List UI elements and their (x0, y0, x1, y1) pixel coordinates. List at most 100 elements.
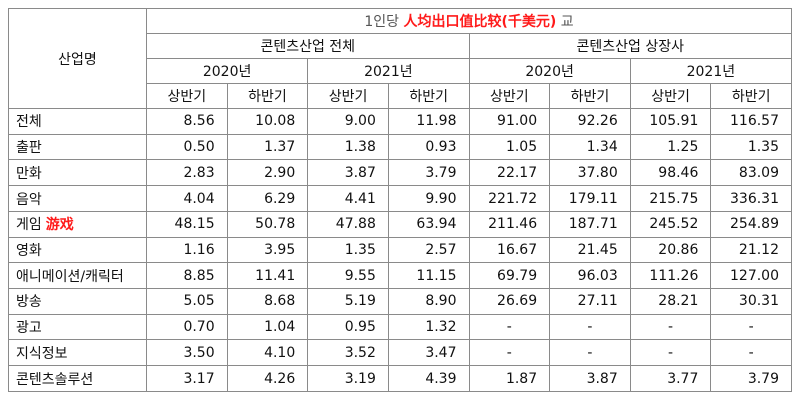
table-body: 전체 8.56 10.08 9.00 11.98 91.00 92.26 105.91 116.… (8, 108, 792, 392)
industry-name: 만화 (16, 165, 42, 182)
value-cell: 4.10 (226, 339, 309, 367)
value-cell: 3.17 (146, 365, 228, 392)
value-cell: - (468, 313, 551, 341)
value-cell: 91.00 (468, 108, 551, 135)
table-row: 전체 8.56 10.08 9.00 11.98 91.00 92.26 105.91 116.… (8, 108, 792, 135)
industry-name-cell: 출판 (8, 133, 147, 161)
half-header: 하반기 (226, 83, 309, 109)
value-cell: 47.88 (307, 210, 389, 238)
value-cell: 179.11 (549, 185, 631, 212)
value-cell: 83.09 (710, 159, 792, 187)
half-header: 상반기 (468, 83, 551, 109)
value-cell: 3.77 (629, 365, 712, 392)
value-cell: - (629, 339, 712, 367)
industry-name-cell: 광고 (8, 313, 147, 341)
value-cell: 50.78 (226, 210, 309, 238)
value-cell: 8.56 (146, 108, 228, 135)
value-cell: 5.19 (307, 288, 389, 315)
table-row: 만화 2.83 2.90 3.87 3.79 22.17 37.80 98.46 83.09 (8, 159, 792, 187)
value-cell: 21.45 (549, 236, 631, 264)
group-header-all: 콘텐츠산업 전체 (146, 33, 470, 59)
value-cell: 3.87 (549, 365, 631, 392)
value-cell: 0.93 (387, 133, 470, 161)
industry-name-cell: 콘텐츠솔루션 (8, 365, 147, 392)
industry-name: 콘텐츠솔루션 (16, 371, 94, 388)
industry-name: 영화 (16, 242, 42, 259)
table-row: 게임 游戏 48.15 50.78 47.88 63.94 211.46 187.71 245.… (8, 210, 792, 238)
value-cell: - (710, 313, 792, 341)
value-cell: 2.90 (226, 159, 309, 187)
title-partial: 1인당 (364, 14, 400, 30)
value-cell: 8.68 (226, 288, 309, 315)
table-row: 음악 4.04 6.29 4.41 9.90 221.72 179.11 215.75 336.… (8, 185, 792, 212)
value-cell: 1.87 (468, 365, 551, 392)
value-cell: 187.71 (549, 210, 631, 238)
value-cell: 111.26 (629, 262, 712, 290)
industry-name: 음악 (16, 191, 42, 208)
value-cell: 215.75 (629, 185, 712, 212)
value-cell: 2.83 (146, 159, 228, 187)
value-cell: 11.41 (226, 262, 309, 290)
value-cell: 336.31 (710, 185, 792, 212)
value-cell: 98.46 (629, 159, 712, 187)
value-cell: 11.15 (387, 262, 470, 290)
industry-name-cell: 전체 (8, 108, 147, 135)
value-cell: 9.55 (307, 262, 389, 290)
value-cell: 211.46 (468, 210, 551, 238)
value-cell: 1.35 (710, 133, 792, 161)
half-header: 상반기 (146, 83, 228, 109)
value-cell: 1.04 (226, 313, 309, 341)
year-header: 2021년 (629, 58, 793, 84)
value-cell: 0.95 (307, 313, 389, 341)
value-cell: 4.04 (146, 185, 228, 212)
value-cell: 1.37 (226, 133, 309, 161)
value-cell: - (468, 339, 551, 367)
industry-name-cell: 영화 (8, 236, 147, 264)
title-overlay: 人均出口值比较(千美元) (403, 14, 557, 30)
value-cell: - (549, 339, 631, 367)
value-cell: - (549, 313, 631, 341)
industry-name-cell: 음악 (8, 185, 147, 212)
table-row: 방송 5.05 8.68 5.19 8.90 26.69 27.11 28.21 30.31 (8, 288, 792, 315)
value-cell: 3.47 (387, 339, 470, 367)
value-cell: 92.26 (549, 108, 631, 135)
industry-name: 광고 (16, 320, 42, 337)
value-cell: 0.50 (146, 133, 228, 161)
value-cell: 10.08 (226, 108, 309, 135)
value-cell: 127.00 (710, 262, 792, 290)
value-cell: 16.67 (468, 236, 551, 264)
half-header: 하반기 (710, 83, 792, 109)
value-cell: 116.57 (710, 108, 792, 135)
value-cell: 20.86 (629, 236, 712, 264)
value-cell: 11.98 (387, 108, 470, 135)
value-cell: 37.80 (549, 159, 631, 187)
table-row: 출판 0.50 1.37 1.38 0.93 1.05 1.34 1.25 1.35 (8, 133, 792, 161)
industry-name-cell: 만화 (8, 159, 147, 187)
industry-name-cell: 애니메이션/캐릭터 (8, 262, 147, 290)
value-cell: 3.95 (226, 236, 309, 264)
industry-name: 게임 (16, 217, 42, 234)
value-cell: 0.70 (146, 313, 228, 341)
value-cell: - (710, 339, 792, 367)
value-cell: 221.72 (468, 185, 551, 212)
value-cell: 3.79 (710, 365, 792, 392)
value-cell: - (629, 313, 712, 341)
value-cell: 254.89 (710, 210, 792, 238)
value-cell: 1.05 (468, 133, 551, 161)
value-cell: 4.41 (307, 185, 389, 212)
title-end: 교 (560, 14, 574, 30)
industry-name-cell: 지식정보 (8, 339, 147, 367)
value-cell: 28.21 (629, 288, 712, 315)
value-cell: 1.35 (307, 236, 389, 264)
value-cell: 69.79 (468, 262, 551, 290)
table-row: 콘텐츠솔루션 3.17 4.26 3.19 4.39 1.87 3.87 3.77 3.79 (8, 365, 792, 392)
value-cell: 63.94 (387, 210, 470, 238)
value-cell: 8.90 (387, 288, 470, 315)
half-header: 상반기 (307, 83, 389, 109)
value-cell: 30.31 (710, 288, 792, 315)
export-comparison-table: 산업명 1인당 人均出口值比较(千美元) 교 콘텐츠산업 전체 콘텐츠산업 상장… (8, 8, 793, 392)
value-cell: 5.05 (146, 288, 228, 315)
value-cell: 4.39 (387, 365, 470, 392)
value-cell: 8.85 (146, 262, 228, 290)
half-header: 하반기 (387, 83, 470, 109)
